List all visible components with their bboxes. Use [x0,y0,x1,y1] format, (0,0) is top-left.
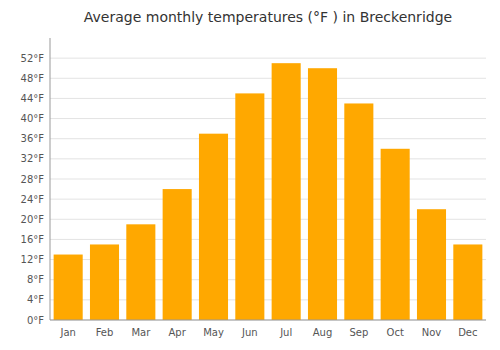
grid-line [50,78,486,79]
x-tick-label: Feb [96,327,114,338]
y-tick-label: 40°F [21,113,45,124]
y-tick-label: 12°F [21,254,45,265]
bar [235,93,264,320]
y-tick-label: 32°F [21,153,45,164]
x-axis-line [50,320,486,321]
bar [308,68,337,320]
bar [54,255,83,320]
x-tick-label: Jul [279,327,292,338]
y-tick-label: 52°F [21,53,45,64]
x-tick-label: Dec [458,327,477,338]
grid-line [50,58,486,59]
x-tick-label: Jan [59,327,75,338]
x-tick-label: Aug [313,327,333,338]
bars [54,63,483,320]
chart: Average monthly temperatures (°F ) in Br… [0,0,500,350]
x-tick-label: Oct [387,327,404,338]
y-tick-label: 24°F [21,194,45,205]
x-tick-label: Jun [241,327,258,338]
grid-line [50,199,486,200]
grid-line [50,179,486,180]
bar [344,103,373,320]
grid-line [50,118,486,119]
x-tick-label: Nov [422,327,442,338]
y-tick-label: 16°F [21,234,45,245]
grid-line [50,320,486,321]
grid-line [50,158,486,159]
title: Average monthly temperatures (°F ) in Br… [84,9,452,25]
bar [272,63,301,320]
bar [126,224,155,320]
y-tick-label: 36°F [21,133,45,144]
y-tick-label: 20°F [21,214,45,225]
y-tick-label: 4°F [27,294,44,305]
y-tick-label: 0°F [27,315,44,326]
x-tick-label: Sep [349,327,368,338]
bar [90,244,119,320]
x-tick-label: May [203,327,224,338]
bar [199,134,228,320]
bar [381,149,410,320]
y-tick-label: 48°F [21,73,45,84]
y-axis-line [50,38,51,320]
y-tick-label: 28°F [21,174,45,185]
y-tick-label: 44°F [21,93,45,104]
grid-line [50,138,486,139]
y-tick-label: 8°F [27,274,44,285]
grid-line [50,98,486,99]
bar [163,189,192,320]
x-tick-label: Mar [131,327,151,338]
x-tick-label: Apr [169,327,187,338]
bar [417,209,446,320]
bar [453,244,482,320]
